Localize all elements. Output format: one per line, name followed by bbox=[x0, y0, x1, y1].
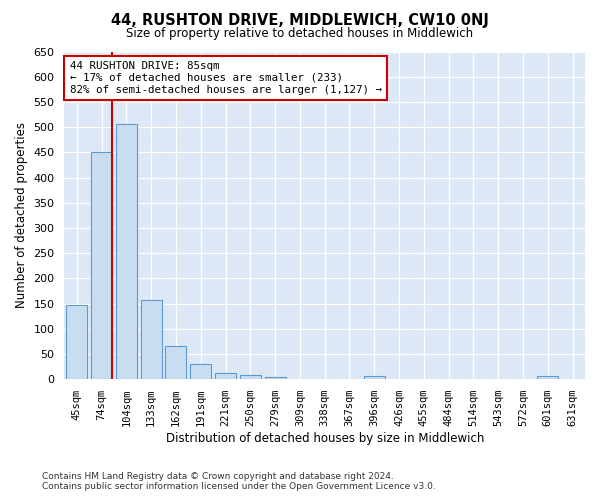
Bar bbox=[66, 305, 88, 379]
Bar bbox=[240, 375, 261, 379]
Bar bbox=[190, 364, 211, 379]
Bar bbox=[166, 346, 187, 379]
Bar bbox=[215, 372, 236, 379]
Text: 44 RUSHTON DRIVE: 85sqm
← 17% of detached houses are smaller (233)
82% of semi-d: 44 RUSHTON DRIVE: 85sqm ← 17% of detache… bbox=[70, 62, 382, 94]
Text: Size of property relative to detached houses in Middlewich: Size of property relative to detached ho… bbox=[127, 28, 473, 40]
Bar bbox=[91, 152, 112, 379]
Bar bbox=[537, 376, 559, 379]
Bar bbox=[140, 300, 162, 379]
X-axis label: Distribution of detached houses by size in Middlewich: Distribution of detached houses by size … bbox=[166, 432, 484, 445]
Text: Contains HM Land Registry data © Crown copyright and database right 2024.: Contains HM Land Registry data © Crown c… bbox=[42, 472, 394, 481]
Bar bbox=[364, 376, 385, 379]
Text: 44, RUSHTON DRIVE, MIDDLEWICH, CW10 0NJ: 44, RUSHTON DRIVE, MIDDLEWICH, CW10 0NJ bbox=[111, 12, 489, 28]
Bar bbox=[265, 376, 286, 379]
Bar bbox=[116, 124, 137, 379]
Text: Contains public sector information licensed under the Open Government Licence v3: Contains public sector information licen… bbox=[42, 482, 436, 491]
Y-axis label: Number of detached properties: Number of detached properties bbox=[15, 122, 28, 308]
